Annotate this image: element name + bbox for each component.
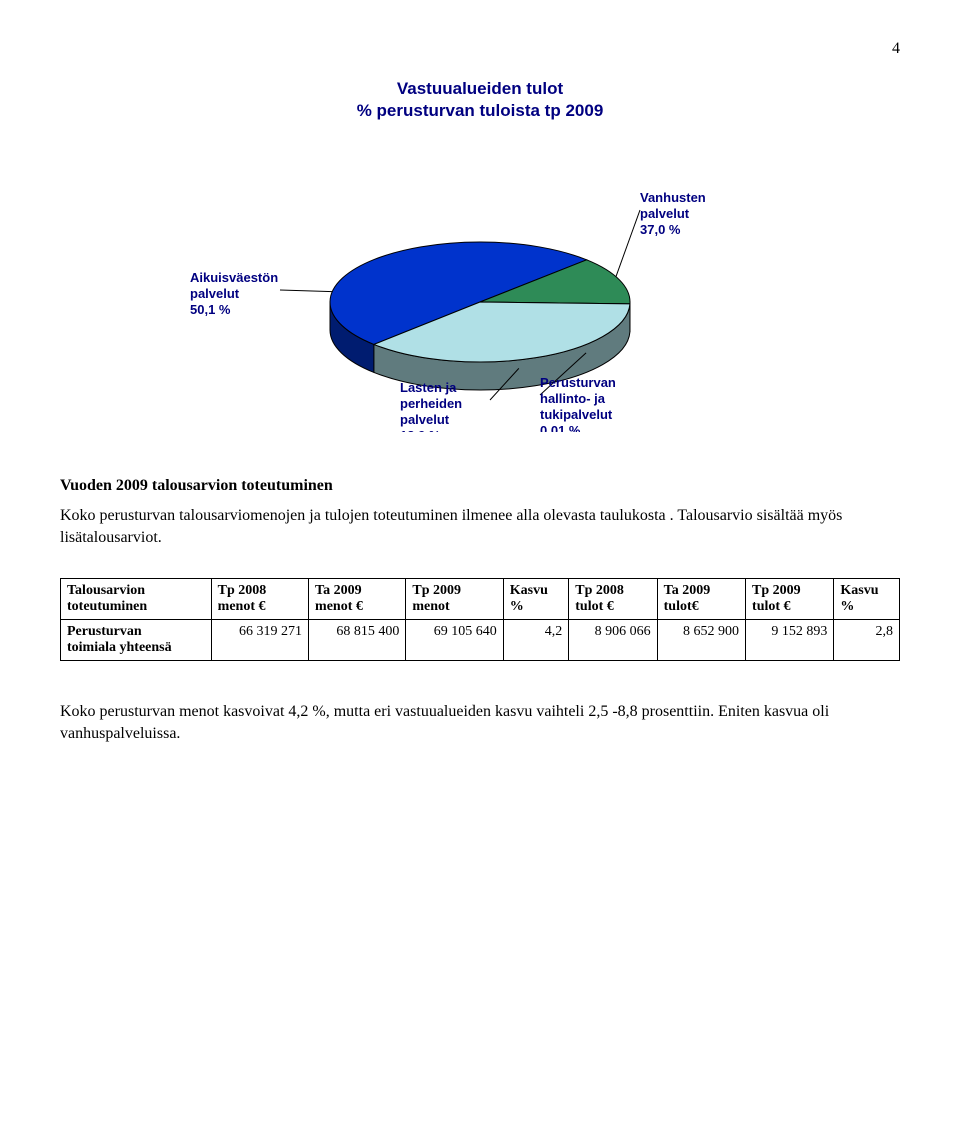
col-tp2008t: Tp 2008 tulot € [569, 579, 657, 620]
cell: 2,8 [834, 620, 900, 661]
row-label: Perusturvan toimiala yhteensä [61, 620, 212, 661]
h1c0: Talousarvion [67, 583, 145, 598]
h2c6: tulot€ [664, 599, 699, 614]
table-header-row: Talousarvion toteutuminen Tp 2008 menot … [61, 579, 900, 620]
chart-title-line1: Vastuualueiden tulot [397, 79, 563, 98]
col-kasvu-m: Kasvu % [503, 579, 569, 620]
col-tp2009m: Tp 2009 menot [406, 579, 503, 620]
section-heading: Vuoden 2009 talousarvion toteutuminen [60, 477, 900, 495]
col-tp2009t: Tp 2009 tulot € [746, 579, 834, 620]
h2c0: toteutuminen [67, 599, 147, 614]
h1c6: Ta 2009 [664, 583, 711, 598]
h1c1: Tp 2008 [218, 583, 267, 598]
svg-text:tukipalvelut: tukipalvelut [540, 407, 613, 422]
h2c1: menot € [218, 599, 266, 614]
table-row: Perusturvan toimiala yhteensä 66 319 271… [61, 620, 900, 661]
h2c7: tulot € [752, 599, 791, 614]
intro-paragraph: Koko perusturvan talousarviomenojen ja t… [60, 505, 900, 548]
h1c8: Kasvu [840, 583, 878, 598]
svg-text:hallinto- ja: hallinto- ja [540, 391, 606, 406]
cell: 4,2 [503, 620, 569, 661]
h2c4: % [510, 599, 524, 614]
svg-text:palvelut: palvelut [640, 206, 690, 221]
col-ta2009t: Ta 2009 tulot€ [657, 579, 745, 620]
svg-text:0,01 %: 0,01 % [540, 423, 581, 432]
svg-text:perheiden: perheiden [400, 396, 462, 411]
svg-text:37,0 %: 37,0 % [640, 222, 681, 237]
rl2: toimiala yhteensä [67, 640, 172, 655]
svg-text:palvelut: palvelut [190, 286, 240, 301]
cell: 68 815 400 [309, 620, 406, 661]
cell: 8 906 066 [569, 620, 657, 661]
svg-text:50,1 %: 50,1 % [190, 302, 231, 317]
cell: 69 105 640 [406, 620, 503, 661]
col-label: Talousarvion toteutuminen [61, 579, 212, 620]
svg-text:palvelut: palvelut [400, 412, 450, 427]
svg-text:Perusturvan: Perusturvan [540, 375, 616, 390]
h1c3: Tp 2009 [412, 583, 461, 598]
budget-table: Talousarvion toteutuminen Tp 2008 menot … [60, 578, 900, 661]
svg-text:Aikuisväestön: Aikuisväestön [190, 270, 278, 285]
page-number: 4 [60, 40, 900, 58]
col-ta2009m: Ta 2009 menot € [309, 579, 406, 620]
cell: 66 319 271 [211, 620, 308, 661]
chart-title-line2: % perusturvan tuloista tp 2009 [357, 101, 604, 120]
svg-text:12,9 %: 12,9 % [400, 428, 441, 432]
h1c7: Tp 2009 [752, 583, 801, 598]
h2c2: menot € [315, 599, 363, 614]
closing-paragraph: Koko perusturvan menot kasvoivat 4,2 %, … [60, 701, 900, 744]
svg-text:Vanhusten: Vanhusten [640, 190, 706, 205]
svg-text:Lasten ja: Lasten ja [400, 380, 457, 395]
h2c8: % [840, 599, 854, 614]
h1c5: Tp 2008 [575, 583, 624, 598]
cell: 9 152 893 [746, 620, 834, 661]
h1c4: Kasvu [510, 583, 548, 598]
pie-chart-svg: Aikuisväestönpalvelut50,1 %Lasten japerh… [170, 132, 790, 432]
pie-chart: Vastuualueiden tulot % perusturvan tuloi… [170, 78, 790, 437]
cell: 8 652 900 [657, 620, 745, 661]
col-tp2008m: Tp 2008 menot € [211, 579, 308, 620]
rl1: Perusturvan [67, 624, 142, 639]
col-kasvu-t: Kasvu % [834, 579, 900, 620]
h1c2: Ta 2009 [315, 583, 362, 598]
chart-title: Vastuualueiden tulot % perusturvan tuloi… [170, 78, 790, 122]
h2c3: menot [412, 599, 449, 614]
h2c5: tulot € [575, 599, 614, 614]
